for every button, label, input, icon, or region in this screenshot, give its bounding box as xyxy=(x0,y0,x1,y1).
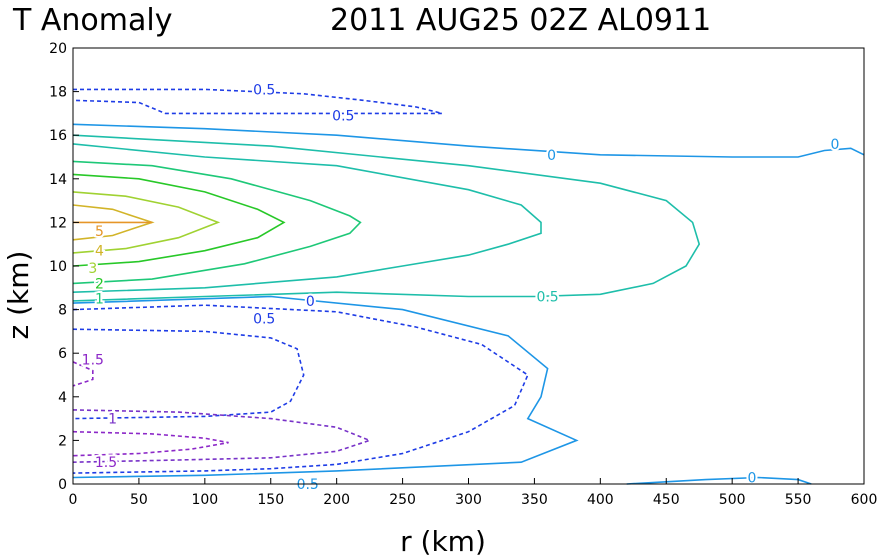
contour-line-15 xyxy=(626,476,812,485)
contour-line-5 xyxy=(72,173,286,267)
x-tick-label-2: 100 xyxy=(191,492,218,508)
contour-line-13 xyxy=(72,430,229,457)
x-tick-label-1: 50 xyxy=(130,492,148,508)
contour-label-15: 0.5 xyxy=(297,477,319,493)
y-tick-label-0: 0 xyxy=(58,477,67,493)
y-tick-label-6: 12 xyxy=(49,215,67,231)
x-tick-label-6: 300 xyxy=(455,492,482,508)
contour-label-5: 5 xyxy=(95,224,104,240)
x-tick-label-10: 500 xyxy=(719,492,746,508)
contour-line-2 xyxy=(72,134,701,302)
plot-frame xyxy=(72,47,865,485)
contour-label-11: 0.5 xyxy=(253,311,275,327)
contour-line-3 xyxy=(72,143,542,293)
chart-title-left: T Anomaly xyxy=(12,3,172,38)
y-tick-label-7: 14 xyxy=(49,172,67,188)
x-axis-label: r (km) xyxy=(400,525,486,558)
x-tick-label-3: 150 xyxy=(257,492,284,508)
y-tick-label-3: 6 xyxy=(58,346,67,362)
y-tick-label-4: 8 xyxy=(58,303,67,319)
y-tick-label-1: 2 xyxy=(58,433,67,449)
contour-label-2: 0 xyxy=(547,148,556,164)
contour-label-14: 1.5 xyxy=(95,455,117,471)
contour-label-12: 1.5 xyxy=(82,353,104,369)
contour-label-13: 1 xyxy=(108,412,117,428)
contour-label-4: 0.5 xyxy=(536,290,558,306)
contour-label-6: 4 xyxy=(95,244,104,260)
contour-label-9: 1 xyxy=(95,292,104,308)
contour-label-0: 0.5 xyxy=(253,82,275,98)
contour-line-10 xyxy=(72,295,579,479)
y-tick-label-8: 16 xyxy=(49,128,67,144)
y-tick-label-10: 20 xyxy=(49,41,67,57)
y-tick-label-9: 18 xyxy=(49,85,67,101)
contour-line-6 xyxy=(72,191,221,254)
x-tick-label-5: 250 xyxy=(389,492,416,508)
x-tick-label-4: 200 xyxy=(323,492,350,508)
chart-title-right: 2011 AUG25 02Z AL0911 xyxy=(330,3,711,38)
contour-lines xyxy=(72,88,865,485)
y-tick-label-2: 4 xyxy=(58,390,67,406)
y-axis-ticks: 0 2 4 6 8 10 12 14 16 18 20 xyxy=(49,41,79,493)
x-tick-label-12: 600 xyxy=(851,492,878,508)
x-tick-label-7: 350 xyxy=(521,492,548,508)
contour-label-10: 0 xyxy=(306,294,315,310)
x-tick-label-0: 0 xyxy=(69,492,78,508)
contour-label-1: 0.5 xyxy=(332,109,354,125)
contour-label-7: 3 xyxy=(88,261,97,277)
contour-line-1 xyxy=(72,123,865,158)
contour-line-4 xyxy=(72,160,362,285)
y-axis-label: z (km) xyxy=(2,251,35,340)
contour-line-0 xyxy=(72,88,443,115)
x-tick-label-8: 400 xyxy=(587,492,614,508)
contour-line-14 xyxy=(72,361,94,387)
contour-label-3: 0 xyxy=(831,137,840,153)
contour-line-11 xyxy=(72,328,305,420)
contour-line-12 xyxy=(72,409,372,463)
x-tick-label-11: 550 xyxy=(785,492,812,508)
x-axis-ticks: 0 50 100 150 200 250 300 350 400 450 500 550 600 xyxy=(69,478,878,508)
contour-label-8: 2 xyxy=(95,276,104,292)
y-tick-label-5: 10 xyxy=(49,259,67,275)
x-tick-label-9: 450 xyxy=(653,492,680,508)
contour-line-9 xyxy=(72,304,529,474)
